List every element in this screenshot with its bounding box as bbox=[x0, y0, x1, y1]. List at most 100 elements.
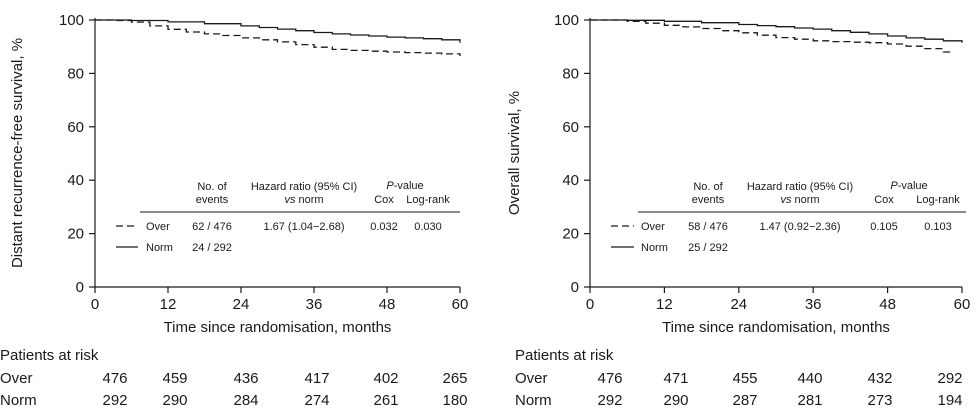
x-axis-label: Time since randomisation, months bbox=[662, 319, 890, 336]
series-line-over bbox=[95, 19, 461, 56]
y-tick-label: 40 bbox=[562, 172, 579, 189]
table-header-norm: norm bbox=[295, 194, 323, 206]
legend-label-over: Over bbox=[641, 221, 665, 233]
at-risk-value: 281 bbox=[797, 392, 822, 408]
table-header-events-line1: No. of bbox=[197, 181, 227, 193]
y-tick-label: 80 bbox=[67, 65, 84, 82]
at-risk-value: 476 bbox=[597, 370, 622, 387]
y-tick-label: 80 bbox=[562, 65, 579, 82]
table-header-hazard-ratio: Hazard ratio (95% CI) bbox=[747, 181, 853, 193]
table-header-vs: vs bbox=[284, 194, 296, 206]
at-risk-value: 261 bbox=[373, 392, 398, 408]
chart-panel-2: 0 20 40 60 80 100 0 12 24 36 48 60 Time since random… bbox=[506, 12, 970, 408]
y-axis-label: Distant recurrence-free survival, % bbox=[9, 38, 26, 268]
at-risk-value: 292 bbox=[937, 370, 962, 387]
table-cell-events: 58 / 476 bbox=[688, 221, 728, 233]
table-header-events-line2: events bbox=[196, 194, 229, 206]
legend-label-norm: Norm bbox=[641, 242, 668, 254]
table-header-logrank: Log-rank bbox=[916, 194, 960, 206]
at-risk-title: Patients at risk bbox=[0, 347, 99, 364]
at-risk-row-label: Norm bbox=[0, 392, 37, 408]
at-risk-value: 287 bbox=[732, 392, 757, 408]
table-cell-cox: 0.105 bbox=[870, 221, 898, 233]
table-header-vs-norm: vs norm bbox=[284, 194, 323, 206]
table-header-vs-norm: vs norm bbox=[780, 194, 819, 206]
y-tick-label: 100 bbox=[554, 12, 579, 29]
x-tick-label: 0 bbox=[586, 296, 594, 313]
x-tick-label: 48 bbox=[379, 296, 396, 313]
table-cell-hazard-ratio: 1.47 (0.92−2.36) bbox=[759, 221, 840, 233]
at-risk-value: 436 bbox=[233, 370, 258, 387]
x-tick-label: 36 bbox=[805, 296, 822, 313]
at-risk-value: 284 bbox=[233, 392, 258, 408]
table-header-norm: norm bbox=[791, 194, 819, 206]
table-header-pvalue: P-value bbox=[386, 180, 423, 192]
at-risk-value: 292 bbox=[597, 392, 622, 408]
table-header-cox: Cox bbox=[874, 194, 894, 206]
at-risk-value: 290 bbox=[162, 392, 187, 408]
at-risk-value: 290 bbox=[663, 392, 688, 408]
at-risk-value: 273 bbox=[867, 392, 892, 408]
y-tick-label: 0 bbox=[571, 279, 579, 296]
table-header-hazard-ratio: Hazard ratio (95% CI) bbox=[251, 181, 357, 193]
legend-label-over: Over bbox=[146, 221, 170, 233]
at-risk-value: 265 bbox=[442, 370, 467, 387]
table-header-logrank: Log-rank bbox=[406, 194, 450, 206]
at-risk-title: Patients at risk bbox=[515, 347, 614, 364]
y-axis-label: Overall survival, % bbox=[506, 91, 523, 215]
table-header-events-line1: No. of bbox=[693, 181, 723, 193]
at-risk-value: 432 bbox=[867, 370, 892, 387]
y-tick-label: 20 bbox=[562, 226, 579, 243]
series-line-over bbox=[590, 19, 951, 54]
series-line-norm bbox=[590, 19, 963, 43]
table-header-p: P bbox=[386, 180, 394, 192]
table-header-value: -value bbox=[898, 180, 928, 192]
at-risk-value: 402 bbox=[373, 370, 398, 387]
x-tick-label: 12 bbox=[160, 296, 177, 313]
y-tick-label: 60 bbox=[562, 119, 579, 136]
x-tick-label: 12 bbox=[656, 296, 673, 313]
at-risk-row-label: Over bbox=[0, 370, 33, 387]
at-risk-value: 274 bbox=[304, 392, 329, 408]
at-risk-value: 194 bbox=[937, 392, 962, 408]
table-header-events-line2: events bbox=[692, 194, 725, 206]
table-cell-events: 24 / 292 bbox=[192, 242, 232, 254]
table-header-p: P bbox=[890, 180, 898, 192]
at-risk-value: 417 bbox=[304, 370, 329, 387]
at-risk-value: 292 bbox=[102, 392, 127, 408]
x-tick-label: 0 bbox=[91, 296, 99, 313]
y-tick-label: 0 bbox=[76, 279, 84, 296]
at-risk-value: 459 bbox=[162, 370, 187, 387]
table-cell-logrank: 0.030 bbox=[414, 221, 442, 233]
table-cell-cox: 0.032 bbox=[370, 221, 398, 233]
x-tick-label: 48 bbox=[879, 296, 896, 313]
y-tick-label: 40 bbox=[67, 172, 84, 189]
chart-panel-1: 0 20 40 60 80 100 0 12 24 36 48 60 Time since random… bbox=[0, 12, 468, 408]
x-axis-label: Time since randomisation, months bbox=[164, 319, 392, 336]
x-tick-label: 60 bbox=[954, 296, 971, 313]
table-cell-events: 25 / 292 bbox=[688, 242, 728, 254]
x-tick-label: 60 bbox=[452, 296, 469, 313]
table-header-cox: Cox bbox=[374, 194, 394, 206]
series-line-norm bbox=[95, 19, 461, 43]
at-risk-row-label: Norm bbox=[515, 392, 552, 408]
table-header-pvalue: P-value bbox=[890, 180, 927, 192]
table-cell-logrank: 0.103 bbox=[924, 221, 952, 233]
at-risk-value: 180 bbox=[442, 392, 467, 408]
y-tick-label: 60 bbox=[67, 119, 84, 136]
y-tick-label: 100 bbox=[59, 12, 84, 29]
at-risk-value: 471 bbox=[663, 370, 688, 387]
x-tick-label: 36 bbox=[306, 296, 323, 313]
at-risk-row-label: Over bbox=[515, 370, 548, 387]
table-cell-events: 62 / 476 bbox=[192, 221, 232, 233]
x-tick-label: 24 bbox=[730, 296, 747, 313]
at-risk-value: 455 bbox=[732, 370, 757, 387]
at-risk-value: 476 bbox=[102, 370, 127, 387]
table-header-vs: vs bbox=[780, 194, 792, 206]
legend-label-norm: Norm bbox=[146, 242, 173, 254]
at-risk-value: 440 bbox=[797, 370, 822, 387]
table-header-value: -value bbox=[394, 180, 424, 192]
x-tick-label: 24 bbox=[233, 296, 250, 313]
table-cell-hazard-ratio: 1.67 (1.04−2.68) bbox=[263, 221, 344, 233]
